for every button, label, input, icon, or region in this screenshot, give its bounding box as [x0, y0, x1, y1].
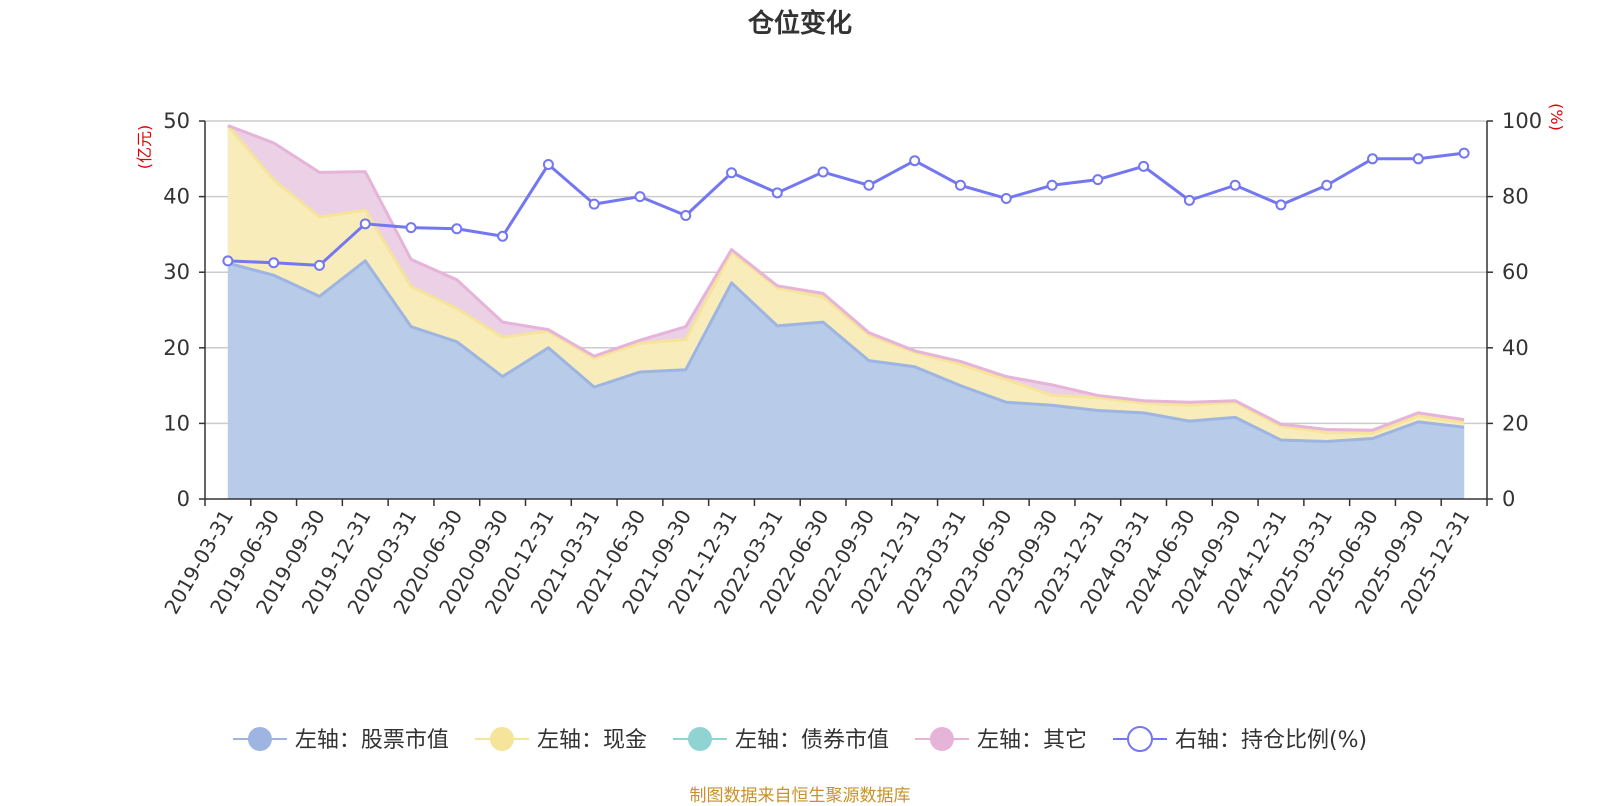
- ratio-point: [542, 158, 554, 170]
- legend-swatch: [489, 727, 514, 751]
- ratio-point: [222, 255, 234, 267]
- ratio-point: [1321, 179, 1333, 191]
- ratio-point: [680, 210, 692, 221]
- ratio-point: [1138, 160, 1150, 172]
- ratio-point: [1183, 194, 1195, 206]
- data-source-note: 制图数据来自恒生聚源数据库: [689, 786, 911, 806]
- legend-item: 左轴：现金: [474, 727, 647, 753]
- position-ratio-line: [222, 147, 1470, 271]
- ratio-point: [726, 167, 738, 179]
- legend-label: 右轴：持仓比例(%): [1175, 728, 1367, 753]
- right-tick-label: 40: [1502, 336, 1529, 360]
- ratio-point: [1092, 174, 1104, 186]
- right-tick-label: 20: [1502, 411, 1529, 435]
- legend-label: 左轴：债券市值: [735, 728, 889, 753]
- ratio-point: [497, 230, 509, 242]
- ratio-point: [909, 155, 921, 167]
- ratio-point: [634, 191, 646, 203]
- left-tick-label: 30: [163, 260, 190, 284]
- legend-swatch: [929, 727, 954, 751]
- legend-item: 左轴：债券市值: [672, 727, 889, 753]
- legend: 左轴：股票市值 左轴：现金 左轴：债券市值 左轴：其它 右轴：持仓比例(%): [232, 726, 1367, 753]
- ratio-point: [817, 166, 829, 178]
- chart-title: 仓位变化: [747, 8, 852, 39]
- legend-label: 左轴：其它: [977, 728, 1087, 753]
- ratio-point: [954, 179, 966, 191]
- ratio-point: [863, 179, 875, 191]
- ratio-point: [313, 259, 325, 271]
- legend-label: 左轴：现金: [537, 728, 647, 753]
- legend-item: 左轴：其它: [914, 727, 1087, 753]
- legend-item: 左轴：股票市值: [232, 727, 449, 753]
- legend-label: 左轴：股票市值: [295, 728, 449, 753]
- ratio-point: [451, 223, 463, 235]
- ratio-point: [1046, 179, 1058, 191]
- legend-swatch: [1126, 726, 1153, 752]
- ratio-point: [1275, 199, 1287, 211]
- ratio-point: [1412, 153, 1424, 165]
- left-axis-unit-label: (亿元): [135, 125, 154, 170]
- legend-item: 右轴：持仓比例(%): [1112, 726, 1367, 753]
- ratio-point: [1000, 192, 1012, 204]
- left-tick-label: 20: [163, 336, 190, 360]
- area-左轴：股票市值: [227, 260, 1465, 499]
- ratio-point: [1458, 147, 1470, 159]
- left-tick-label: 0: [177, 487, 190, 511]
- area-edge-左轴：股票市值: [227, 259, 1465, 444]
- right-tick-label: 80: [1502, 185, 1529, 209]
- right-tick-label: 0: [1502, 487, 1515, 511]
- area-edge-左轴：现金: [226, 124, 1465, 435]
- left-tick-label: 10: [163, 411, 190, 435]
- area-edge-左轴：其它: [227, 124, 1465, 432]
- ratio-point: [405, 222, 417, 234]
- legend-swatch: [687, 727, 712, 751]
- ratio-point: [359, 218, 371, 230]
- right-tick-label: 100: [1502, 109, 1542, 133]
- legend-swatch: [247, 727, 272, 751]
- stacked-areas: [226, 124, 1465, 499]
- ratio-point: [1367, 153, 1379, 165]
- left-tick-label: 40: [163, 185, 190, 209]
- ratio-point: [268, 257, 280, 269]
- right-tick-label: 60: [1502, 260, 1529, 284]
- ratio-line: [227, 151, 1465, 267]
- ratio-point: [1229, 179, 1241, 191]
- left-tick-label: 50: [163, 109, 190, 133]
- right-axis-unit-label: (%): [1547, 103, 1566, 131]
- ratio-point: [588, 198, 600, 210]
- ratio-point: [771, 187, 783, 199]
